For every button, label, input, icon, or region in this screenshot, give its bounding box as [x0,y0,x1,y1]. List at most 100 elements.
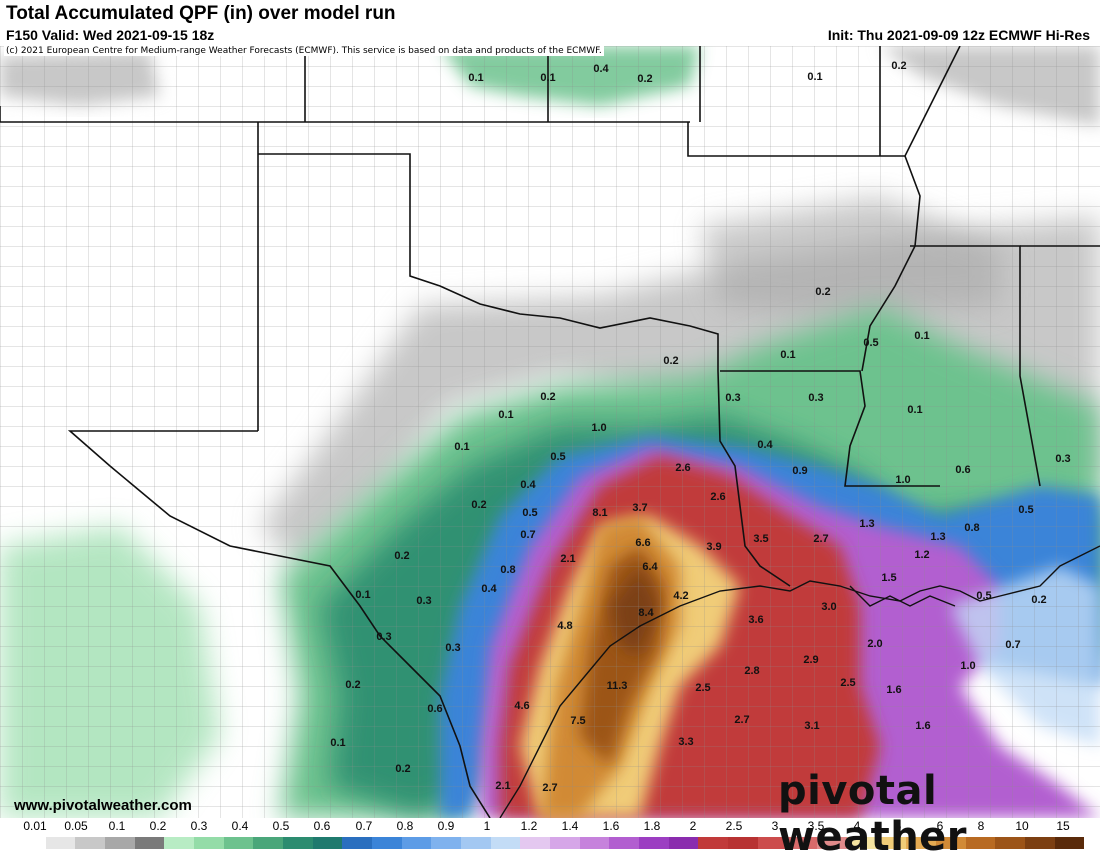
precip-value-label: 0.1 [498,409,513,421]
precip-value-label: 11.3 [607,680,628,692]
precip-value-label: 0.1 [780,349,795,361]
valid-time: F150 Valid: Wed 2021-09-15 18z [6,27,215,43]
precip-value-label: 0.2 [1031,594,1046,606]
legend-swatch [995,837,1025,849]
legend-swatch [698,837,729,849]
legend-swatch [164,837,195,849]
precip-value-label: 1.3 [930,531,945,543]
precip-value-label: 1.0 [960,660,975,672]
website-link[interactable]: www.pivotalweather.com [14,797,192,814]
precip-value-label: 2.5 [695,682,710,694]
precip-value-label: 0.5 [522,507,537,519]
precip-value-label: 0.2 [471,499,486,511]
legend-swatch [1054,837,1085,849]
legend-swatch [45,837,76,849]
precip-value-label: 2.7 [734,714,749,726]
brand-logo: pivotal weather [778,768,968,860]
precip-value-label: 1.2 [914,549,929,561]
legend-tick-label: 0.7 [355,819,373,833]
precip-value-label: 0.4 [481,583,497,595]
legend-swatch [609,837,640,849]
legend-tick-label: 0.4 [231,819,249,833]
precip-value-label: 8.1 [592,507,607,519]
precip-value-labels: 0.1 0.1 0.4 0.2 0.1 0.2 0.2 0.1 0.5 0.2 0.1 0.1 0.2 0… [330,60,1070,794]
legend-swatch [194,837,224,849]
precip-value-label: 2.1 [495,780,510,792]
precip-value-label: 1.0 [591,422,606,434]
precip-value-label: 0.3 [416,595,431,607]
legend-swatch [520,837,551,849]
legend-tick-label: 0.6 [313,819,331,833]
state-borders [0,46,1100,818]
legend-swatch [342,837,373,849]
precip-value-label: 0.2 [663,355,678,367]
precip-value-label: 0.2 [394,550,409,562]
precip-value-label: 2.1 [560,553,575,565]
precip-value-label: 0.2 [891,60,906,72]
legend-tick-label: 0.01 [23,819,47,833]
precip-value-label: 3.9 [706,541,721,553]
precip-value-label: 0.8 [500,564,515,576]
precip-value-label: 3.6 [748,614,763,626]
precip-value-label: 0.1 [914,330,929,342]
legend-tick-label: 1.8 [643,819,661,833]
legend-swatch [668,837,699,849]
precip-value-label: 0.5 [550,451,565,463]
precip-value-label: 0.5 [863,337,878,349]
legend-swatch [1024,837,1055,849]
legend-swatch [965,837,996,849]
legend-tick-label: 1.6 [602,819,620,833]
precip-value-label: 3.3 [678,736,693,748]
qpf-map[interactable]: 0.1 0.1 0.4 0.2 0.1 0.2 0.2 0.1 0.5 0.2 0.1 0.1 0.2 0… [0,46,1100,818]
legend-tick-label: 5 [894,819,902,833]
precip-value-label: 0.1 [540,72,555,84]
precip-value-label: 1.6 [915,720,930,732]
precip-value-label: 0.2 [540,391,555,403]
legend-tick-label: 15 [1056,819,1070,833]
legend-tick-label: 3.5 [807,819,825,833]
legend-tick-label: 0.3 [190,819,208,833]
legend-swatch [461,837,491,849]
legend-swatch [431,837,462,849]
legend-tick-label: 1.2 [520,819,538,833]
precip-legend: 0.01 0.05 0.1 0.2 0.3 0.4 0.5 0.6 0.7 0.8 0.9 1 1.2 1… [0,818,1100,850]
legend-swatch [787,837,818,849]
precip-value-label: 0.6 [427,703,442,715]
precip-value-label: 3.7 [632,502,647,514]
precip-value-label: 3.5 [753,533,768,545]
precip-value-label: 2.6 [710,491,725,503]
precip-value-label: 6.6 [635,537,650,549]
legend-swatch [935,837,966,849]
legend-tick-label: 0.5 [272,819,290,833]
legend-swatch [728,837,758,849]
legend-swatch [639,837,669,849]
legend-swatch [817,837,847,849]
precip-value-label: 0.3 [808,392,823,404]
legend-swatch [223,837,254,849]
legend-tick-label: 2 [689,819,697,833]
precip-value-label: 4.2 [673,590,688,602]
precip-value-label: 0.2 [815,286,830,298]
legend-swatch [105,837,135,849]
legend-swatch [401,837,432,849]
legend-swatch [550,837,580,849]
precip-value-label: 2.7 [813,533,828,545]
copyright-notice: (c) 2021 European Centre for Medium-rang… [4,46,604,56]
legend-swatch [312,837,343,849]
precip-value-label: 0.8 [964,522,979,534]
precip-value-label: 0.4 [520,479,536,491]
legend-swatch [75,837,106,849]
legend-swatch [757,837,788,849]
coastline [499,545,1100,818]
precip-value-label: 0.6 [955,464,970,476]
header: Total Accumulated QPF (in) over model ru… [0,0,1100,46]
legend-swatch [372,837,402,849]
legend-swatch [134,837,165,849]
legend-tick-label: 0.2 [149,819,167,833]
legend-swatch [579,837,610,849]
precip-value-label: 0.5 [976,590,991,602]
county-lines [0,46,1100,818]
legend-swatch [490,837,521,849]
precip-value-label: 3.1 [804,720,819,732]
precip-value-label: 0.4 [593,63,609,75]
